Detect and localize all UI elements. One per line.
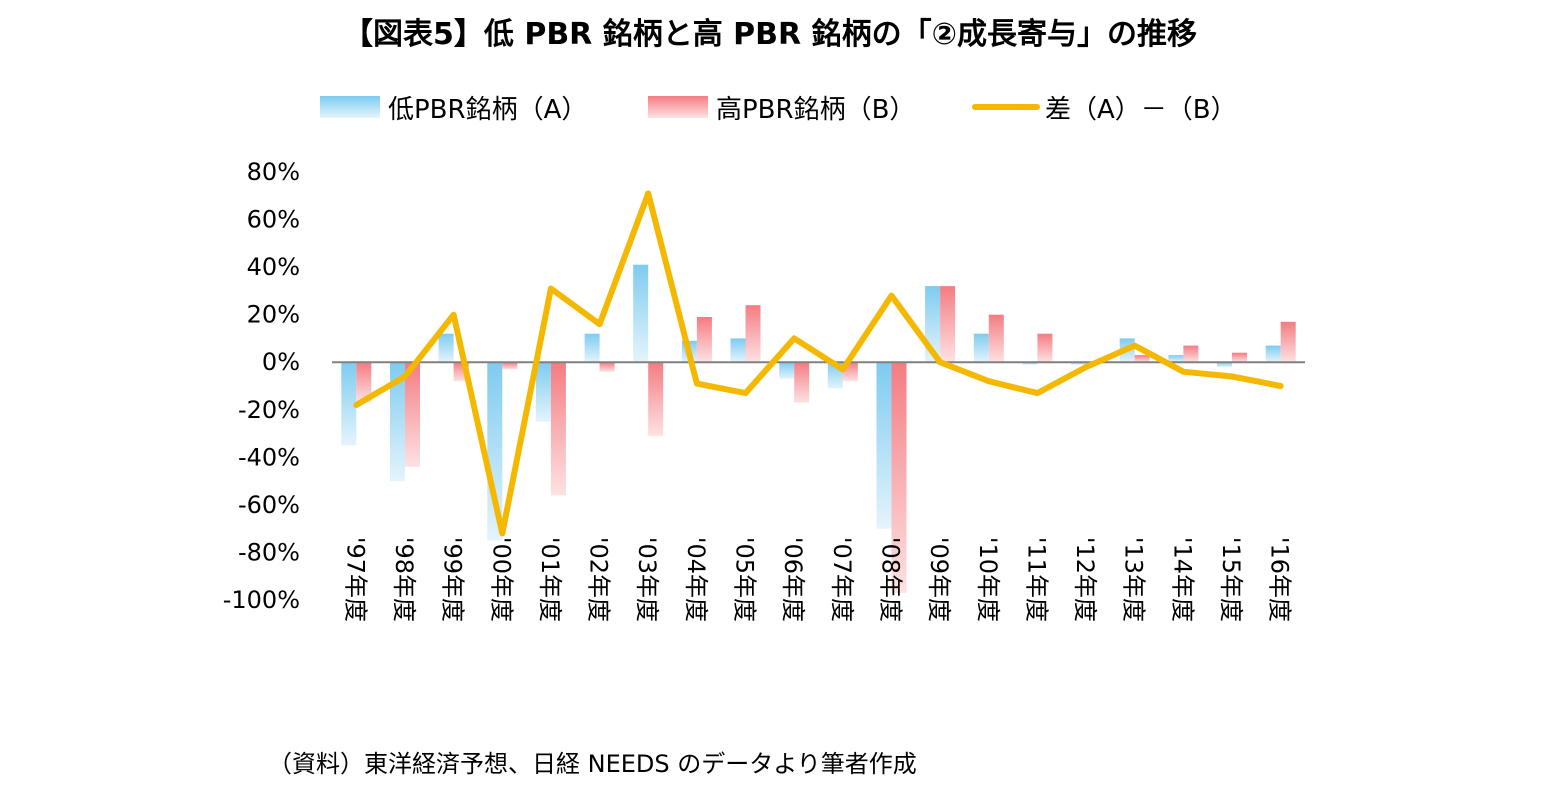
x-tick-label: '99年度 [439, 537, 467, 622]
bar-low-pbr-11 [876, 362, 892, 529]
x-tick-label: '06年度 [779, 537, 807, 622]
bar-high-pbr-4 [550, 362, 566, 496]
bar-low-pbr-4 [535, 362, 551, 422]
series-high-pbr-bars [356, 286, 1296, 593]
bar-high-pbr-6 [648, 362, 664, 436]
x-tick-label: '01年度 [536, 537, 564, 622]
legend-label-low-pbr: 低PBR銘柄（A） [388, 95, 587, 125]
legend: 低PBR銘柄（A） 高PBR銘柄（B） 差（A）－（B） [320, 95, 1237, 125]
y-tick-label: -100% [223, 586, 300, 614]
x-tick-label: '09年度 [925, 537, 953, 622]
bar-low-pbr-19 [1265, 345, 1281, 363]
legend-label-high-pbr: 高PBR銘柄（B） [716, 95, 915, 125]
y-tick-label: -80% [238, 538, 300, 566]
y-tick-label: 0% [262, 348, 300, 376]
x-tick-label: '00年度 [487, 537, 515, 622]
bar-low-pbr-8 [730, 338, 746, 363]
y-tick-label: -20% [238, 396, 300, 424]
x-tick-label: '15年度 [1217, 537, 1245, 622]
legend-swatch-low-pbr [320, 96, 380, 118]
y-tick-label: 60% [247, 206, 300, 234]
x-tick-label: '08年度 [877, 537, 905, 622]
y-tick-label: -60% [238, 491, 300, 519]
bar-high-pbr-18 [1232, 352, 1247, 363]
x-tick-label: '16年度 [1266, 537, 1294, 622]
x-tick-label: '02年度 [585, 537, 613, 622]
x-tick-label: '07年度 [828, 537, 856, 622]
y-axis-ticks: 80% 60% 40% 20% 0% -20% -40% -60% -80% -100% [223, 158, 300, 614]
bar-low-pbr-18 [1217, 362, 1232, 367]
x-tick-label: '03年度 [633, 537, 661, 622]
legend-item-high-pbr: 高PBR銘柄（B） [648, 95, 915, 125]
bar-low-pbr-13 [973, 333, 989, 363]
legend-label-diff: 差（A）－（B） [1045, 95, 1237, 125]
source-note: （資料）東洋経済予想、日経 NEEDS のデータより筆者作成 [268, 750, 917, 778]
bar-low-pbr-0 [341, 362, 357, 446]
bar-low-pbr-2 [438, 333, 454, 363]
bar-high-pbr-16 [1134, 355, 1150, 363]
x-tick-label: '12年度 [1071, 537, 1099, 622]
y-tick-label: -40% [238, 443, 300, 471]
y-tick-label: 80% [247, 158, 300, 186]
bar-high-pbr-11 [891, 362, 907, 593]
y-tick-label: 20% [247, 301, 300, 329]
legend-swatch-high-pbr [648, 96, 708, 118]
bar-high-pbr-13 [988, 314, 1004, 363]
x-tick-label: '05年度 [731, 537, 759, 622]
bar-high-pbr-0 [356, 362, 372, 403]
bar-low-pbr-6 [633, 264, 649, 363]
legend-item-low-pbr: 低PBR銘柄（A） [320, 95, 587, 125]
bar-high-pbr-9 [794, 362, 810, 403]
x-tick-label: '04年度 [682, 537, 710, 622]
x-axis-ticks: '97年度 '98年度 '99年度 '00年度 '01年度 '02年度 '03年度 '04年度… [341, 537, 1293, 622]
bar-high-pbr-12 [940, 286, 956, 363]
bar-high-pbr-3 [502, 362, 518, 370]
bar-low-pbr-1 [390, 362, 405, 482]
bar-low-pbr-17 [1168, 355, 1184, 363]
x-tick-label: '10年度 [974, 537, 1002, 622]
bar-low-pbr-14 [1022, 362, 1038, 365]
bar-high-pbr-17 [1183, 345, 1199, 363]
bar-high-pbr-7 [696, 317, 712, 363]
series-diff-line [353, 190, 1284, 537]
y-tick-label: 40% [247, 253, 300, 281]
x-tick-label: '97年度 [341, 537, 369, 622]
legend-item-diff: 差（A）－（B） [972, 95, 1237, 125]
bar-low-pbr-15 [1071, 362, 1087, 365]
bar-high-pbr-19 [1280, 321, 1296, 363]
bar-high-pbr-8 [745, 305, 761, 363]
x-tick-label: '14年度 [1168, 537, 1196, 622]
chart-title: 【図表5】低 PBR 銘柄と高 PBR 銘柄の「②成長寄与」の推移 [343, 17, 1197, 52]
bar-low-pbr-9 [779, 362, 795, 379]
x-tick-label: '11年度 [1022, 537, 1050, 622]
series-low-pbr-bars [341, 264, 1281, 541]
diff-line [353, 190, 1284, 537]
x-tick-label: '98年度 [390, 537, 418, 622]
bar-high-pbr-14 [1037, 333, 1053, 363]
x-tick-label: '13年度 [1120, 537, 1148, 622]
bar-high-pbr-5 [599, 362, 615, 372]
bar-high-pbr-1 [405, 362, 420, 467]
bar-low-pbr-5 [584, 333, 600, 363]
